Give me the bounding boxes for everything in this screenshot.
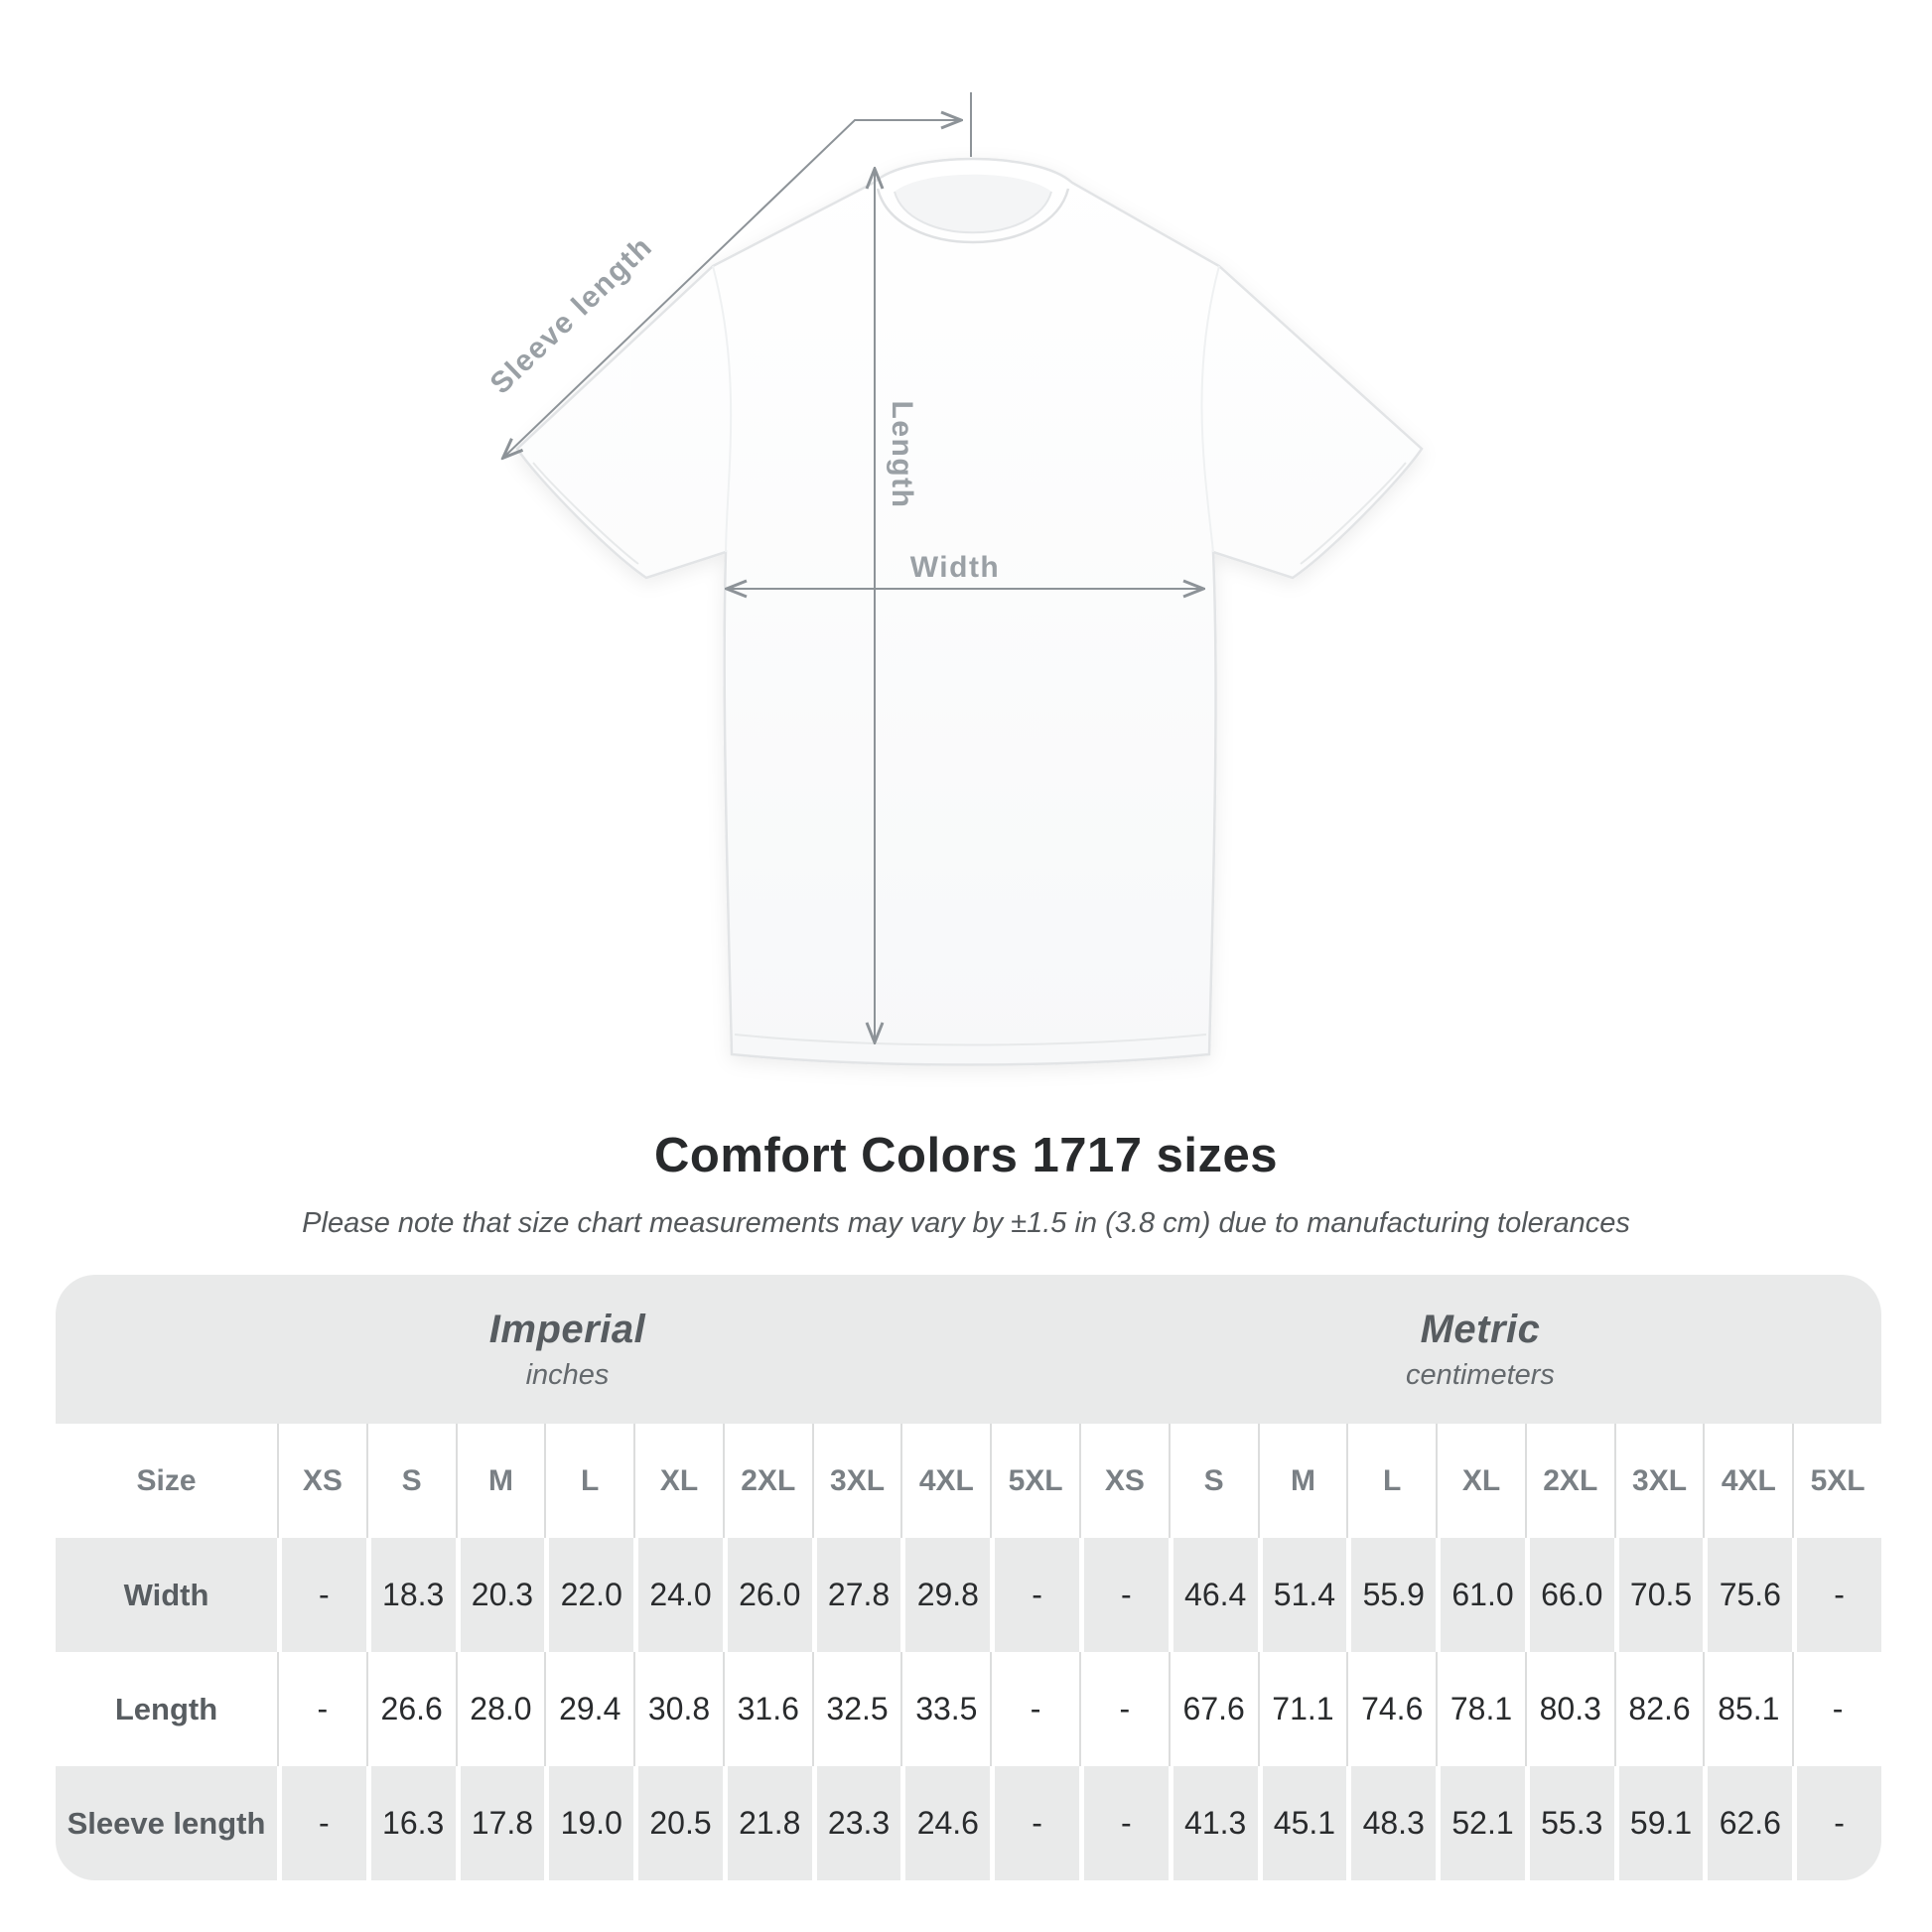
size-value-cell: 27.8	[811, 1538, 901, 1652]
size-value-cell: 80.3	[1524, 1652, 1614, 1766]
size-value-cell: 20.5	[633, 1766, 723, 1880]
size-value-cell: -	[990, 1766, 1079, 1880]
size-col-header: 2XL	[722, 1424, 812, 1538]
size-col-header: 3XL	[811, 1424, 901, 1538]
imperial-group-title: Imperial	[488, 1307, 646, 1351]
tolerance-note: Please note that size chart measurements…	[302, 1207, 1630, 1239]
size-value-cell: -	[277, 1652, 366, 1766]
metric-group-header: Metric centimeters	[1079, 1275, 1881, 1424]
page-title: Comfort Colors 1717 sizes	[654, 1129, 1278, 1182]
size-col-header: XL	[633, 1424, 723, 1538]
size-col-header: 4XL	[1703, 1424, 1792, 1538]
size-value-cell: -	[990, 1652, 1079, 1766]
size-value-cell: 16.3	[365, 1766, 456, 1880]
sleeve-length-arrow	[504, 120, 959, 457]
size-value-cell: 30.8	[633, 1652, 723, 1766]
size-value-cell: 41.3	[1168, 1766, 1258, 1880]
tshirt-illustration	[515, 157, 1424, 1066]
size-value-cell: 45.1	[1257, 1766, 1347, 1880]
tshirt-measurement-graphic	[0, 92, 1424, 1066]
size-value-cell: 20.3	[455, 1538, 545, 1652]
size-value-cell: -	[277, 1766, 366, 1880]
size-col-header: L	[544, 1424, 633, 1538]
size-col-header: 5XL	[990, 1424, 1079, 1538]
size-value-cell: -	[1079, 1766, 1169, 1880]
length-label: Length	[886, 400, 918, 509]
size-value-cell: 48.3	[1346, 1766, 1437, 1880]
length-row: Length - 26.6 28.0 29.4 30.8 31.6 32.5 3…	[56, 1652, 1881, 1766]
size-value-cell: 59.1	[1613, 1766, 1704, 1880]
size-col-header: 5XL	[1792, 1424, 1881, 1538]
size-value-cell: 26.0	[722, 1538, 812, 1652]
size-value-cell: 55.3	[1524, 1766, 1614, 1880]
imperial-group-header: Imperial inches	[56, 1275, 1079, 1424]
size-value-cell: -	[990, 1538, 1079, 1652]
size-value-cell: -	[1792, 1538, 1881, 1652]
row-label: Sleeve length	[56, 1766, 277, 1880]
size-value-cell: 46.4	[1168, 1538, 1258, 1652]
size-value-cell: 32.5	[811, 1652, 901, 1766]
size-value-cell: 78.1	[1436, 1652, 1525, 1766]
size-value-cell: -	[1792, 1652, 1881, 1766]
size-value-cell: -	[277, 1538, 366, 1652]
width-label: Width	[909, 551, 1001, 584]
size-value-cell: 24.0	[633, 1538, 723, 1652]
size-value-cell: 66.0	[1524, 1538, 1614, 1652]
unit-group-header: Imperial inches Metric centimeters	[56, 1275, 1881, 1424]
size-value-cell: 28.0	[455, 1652, 545, 1766]
size-header-label: Size	[136, 1463, 197, 1497]
sleeve-length-row: Sleeve length - 16.3 17.8 19.0 20.5 21.8…	[56, 1766, 1881, 1880]
size-col-header: XS	[277, 1424, 366, 1538]
size-value-cell: 55.9	[1346, 1538, 1437, 1652]
size-value-cell: 24.6	[900, 1766, 991, 1880]
size-value-cell: 21.8	[722, 1766, 812, 1880]
size-value-cell: 75.6	[1703, 1538, 1793, 1652]
size-value-cell: 23.3	[811, 1766, 901, 1880]
size-value-cell: 18.3	[365, 1538, 456, 1652]
size-value-cell: 17.8	[455, 1766, 545, 1880]
size-value-cell: -	[1079, 1538, 1169, 1652]
size-value-cell: 74.6	[1346, 1652, 1436, 1766]
width-row: Width - 18.3 20.3 22.0 24.0 26.0 27.8 29…	[56, 1538, 1881, 1652]
size-value-cell: 85.1	[1703, 1652, 1792, 1766]
size-value-cell: 70.5	[1613, 1538, 1704, 1652]
metric-group-unit: centimeters	[1406, 1358, 1555, 1391]
size-col-header: S	[365, 1424, 456, 1538]
size-value-cell: 29.8	[900, 1538, 991, 1652]
imperial-group-unit: inches	[525, 1358, 610, 1391]
size-header-row: Size XS S M L XL 2XL 3XL 4XL 5XL XS S M …	[56, 1424, 1881, 1538]
size-col-header: M	[455, 1424, 545, 1538]
size-value-cell: 29.4	[544, 1652, 633, 1766]
size-value-cell: 33.5	[900, 1652, 990, 1766]
size-col-header: M	[1257, 1424, 1347, 1538]
size-value-cell: 82.6	[1613, 1652, 1704, 1766]
size-col-header: XL	[1436, 1424, 1525, 1538]
row-label: Length	[114, 1691, 218, 1726]
size-value-cell: 62.6	[1703, 1766, 1793, 1880]
size-col-header: 2XL	[1524, 1424, 1614, 1538]
size-col-header: XS	[1079, 1424, 1169, 1538]
size-col-header: L	[1346, 1424, 1436, 1538]
size-value-cell: 22.0	[544, 1538, 634, 1652]
size-value-cell: 51.4	[1257, 1538, 1347, 1652]
size-value-cell: -	[1079, 1652, 1169, 1766]
row-label: Width	[56, 1538, 277, 1652]
size-col-header: 4XL	[900, 1424, 990, 1538]
size-value-cell: 67.6	[1168, 1652, 1258, 1766]
size-value-cell: 61.0	[1436, 1538, 1525, 1652]
size-table: Imperial inches Metric centimeters Size …	[56, 1275, 1881, 1880]
size-value-cell: 31.6	[722, 1652, 812, 1766]
size-value-cell: 26.6	[365, 1652, 456, 1766]
size-value-cell: 52.1	[1436, 1766, 1525, 1880]
size-value-cell: 71.1	[1257, 1652, 1347, 1766]
size-value-cell: -	[1792, 1766, 1881, 1880]
metric-group-title: Metric	[1420, 1307, 1541, 1351]
size-value-cell: 19.0	[544, 1766, 634, 1880]
size-col-header: S	[1168, 1424, 1258, 1538]
size-col-header: 3XL	[1613, 1424, 1704, 1538]
